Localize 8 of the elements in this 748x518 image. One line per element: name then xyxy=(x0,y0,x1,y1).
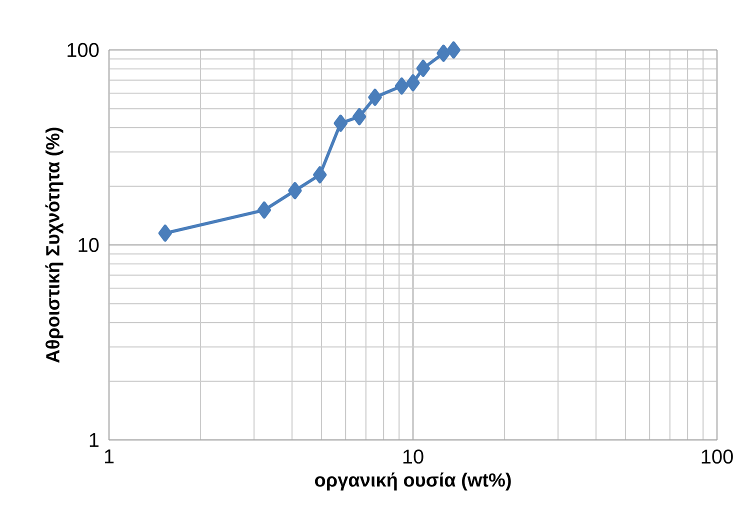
y-tick-label: 1 xyxy=(90,433,98,447)
y-axis-title: Αθροιστική Συχνότητα (%) xyxy=(45,128,64,363)
y-tick-label: 100 xyxy=(68,42,99,58)
y-tick-label: 10 xyxy=(78,238,99,252)
x-axis-title: οργανική ουσία (wt%) xyxy=(314,472,511,490)
x-tick-label: 100 xyxy=(702,450,733,464)
x-tick-label: 10 xyxy=(403,450,424,464)
x-tick-label: 1 xyxy=(104,450,114,464)
